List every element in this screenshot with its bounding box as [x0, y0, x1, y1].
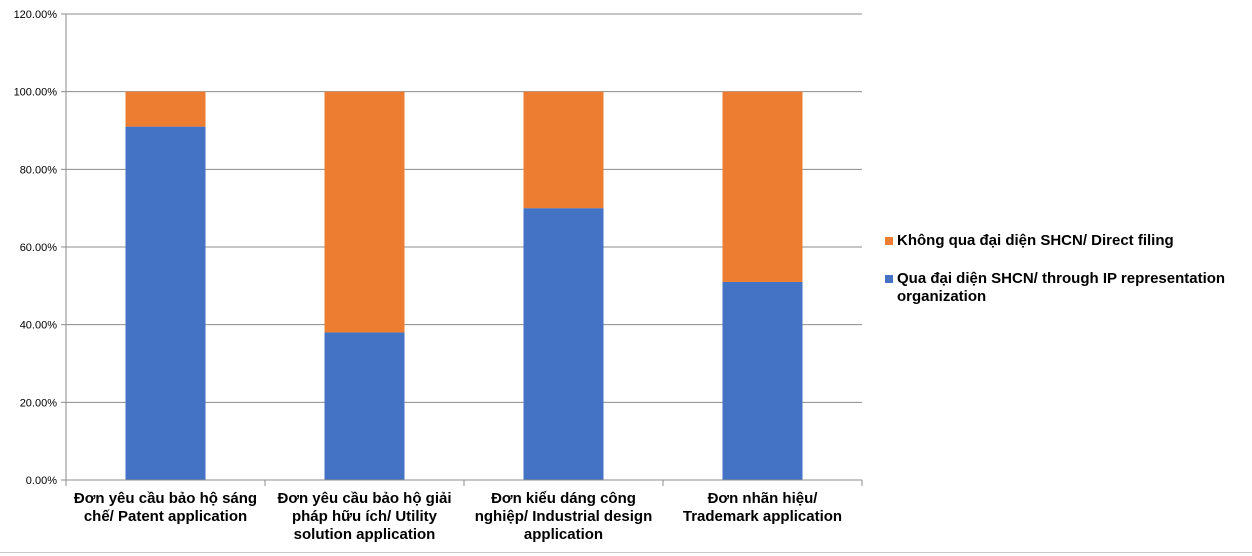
bar-segment-direct-filing — [524, 92, 604, 208]
y-tick-label: 20.00% — [20, 397, 58, 409]
bars — [126, 92, 803, 480]
bottom-divider — [0, 552, 1252, 553]
legend-swatch — [885, 237, 893, 245]
y-tick-label: 40.00% — [20, 320, 58, 332]
bar-segment-ip-representation — [325, 332, 405, 480]
y-tick-label: 60.00% — [20, 242, 58, 254]
bar-segment-ip-representation — [126, 127, 206, 480]
legend-label: Không qua đại diện SHCN/ Direct filing — [897, 232, 1174, 249]
x-category-label: Đơn yêu cầu bảo hộ sángchế/ Patent appli… — [68, 490, 264, 526]
bar-segment-direct-filing — [325, 92, 405, 333]
y-tick-label: 0.00% — [26, 475, 57, 487]
legend-swatch — [885, 275, 893, 283]
bar-segment-ip-representation — [524, 208, 604, 480]
bar-segment-ip-representation — [723, 282, 803, 480]
y-tick-label: 80.00% — [20, 164, 58, 176]
bar-segment-direct-filing — [126, 92, 206, 127]
legend-item: Không qua đại diện SHCN/ Direct filing — [885, 232, 1250, 250]
y-tick-label: 120.00% — [14, 9, 58, 21]
x-category-label: Đơn nhãn hiệu/Trademark application — [665, 490, 861, 526]
legend-label: Qua đại diện SHCN/ through IP representa… — [897, 270, 1225, 305]
legend: Không qua đại diện SHCN/ Direct filing Qu… — [885, 232, 1250, 326]
legend-item: Qua đại diện SHCN/ through IP representa… — [885, 270, 1250, 306]
x-category-label: Đơn yêu cầu bảo hộ giảipháp hữu ích/ Uti… — [267, 490, 463, 544]
x-category-label: Đơn kiểu dáng côngnghiệp/ Industrial des… — [466, 490, 662, 544]
y-tick-label: 100.00% — [14, 87, 58, 99]
bar-segment-direct-filing — [723, 92, 803, 282]
